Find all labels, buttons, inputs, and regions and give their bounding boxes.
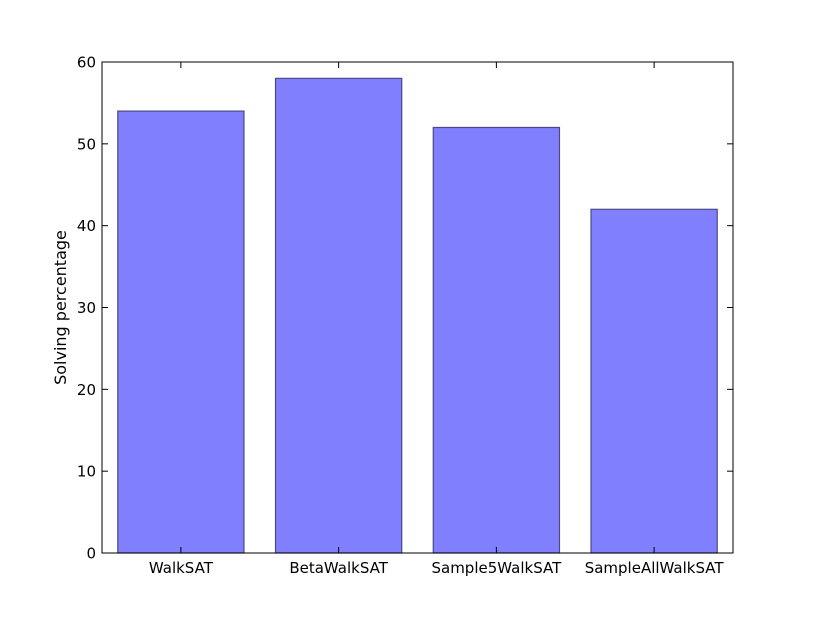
bar-Sample5WalkSAT (432, 126, 561, 554)
y-tick-label: 60 (77, 54, 96, 72)
bars-group (117, 77, 718, 554)
x-axis-ticks: WalkSAT BetaWalkSAT Sample5WalkSAT SampleAl… (149, 62, 724, 577)
y-tick-label: 50 (77, 135, 96, 153)
y-tick-label: 30 (77, 299, 96, 317)
y-tick-label: 0 (86, 545, 96, 563)
bar-SampleAllWalkSAT (590, 208, 718, 554)
x-tick-label: BetaWalkSAT (289, 559, 388, 577)
bar-BetaWalkSAT (274, 77, 403, 554)
y-tick-label: 20 (77, 381, 96, 399)
x-tick-label: WalkSAT (149, 559, 214, 577)
x-tick-label: SampleAllWalkSAT (585, 559, 725, 577)
y-tick-label: 10 (77, 463, 96, 481)
x-tick-label: Sample5WalkSAT (431, 559, 562, 577)
y-tick-label: 40 (77, 217, 96, 235)
bar-WalkSAT (117, 110, 245, 554)
y-axis-ticks: 0 10 20 30 40 50 60 (77, 54, 733, 563)
y-axis-label: Solving percentage (51, 230, 70, 385)
